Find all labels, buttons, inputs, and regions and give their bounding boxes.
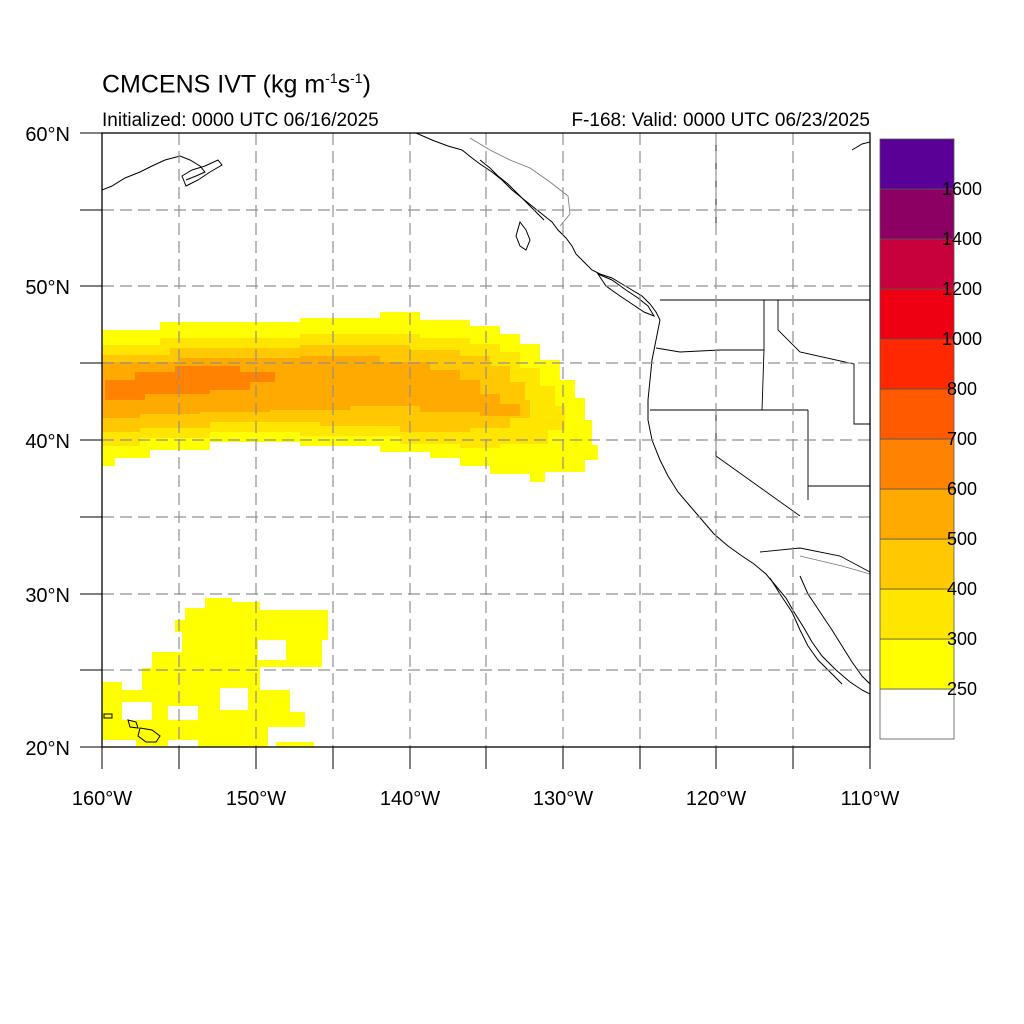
colorbar-label: 500 [947, 529, 977, 549]
chart-title: CMCENS IVT (kg m-1s-1) [102, 70, 371, 99]
border-us-mexico [759, 547, 870, 573]
axis-ticks [80, 132, 871, 769]
colorbar-label: 1600 [942, 179, 982, 199]
gulf-of-california [799, 575, 870, 685]
us-west-coast [647, 319, 870, 695]
ivt-southern-patch [102, 598, 328, 747]
mexico-border-line [799, 555, 870, 575]
maritime-borders [469, 137, 870, 575]
hawaii-big-island [137, 727, 161, 743]
lat-label: 60°N [25, 124, 70, 146]
lon-label: 110°W [841, 788, 900, 810]
lon-label: 160°W [72, 788, 132, 810]
hawaii-kauai [103, 713, 113, 719]
bc-coast [575, 253, 661, 321]
colorbar-label: 700 [947, 429, 977, 449]
initialized-time: Initialized: 0000 UTC 06/16/2025 [102, 110, 379, 131]
valid-time: F-168: Valid: 0000 UTC 06/23/2025 [571, 110, 870, 131]
colorbar-box [879, 288, 955, 340]
state-wa-or [655, 347, 764, 353]
canada-coast-ne [851, 141, 870, 151]
coastlines [102, 133, 870, 743]
colorbar-box [879, 138, 955, 190]
ivt-600-700-band [105, 366, 275, 400]
hawaii-maui [127, 719, 139, 729]
ivt-hole [258, 640, 286, 660]
lat-label: 20°N [25, 738, 70, 760]
colorbar-box [879, 638, 955, 690]
colorbar-box [879, 588, 955, 640]
colorbar-box [879, 538, 955, 590]
colorbar-box [879, 488, 955, 540]
colorbar-label: 250 [947, 679, 977, 699]
colorbar-label: 800 [947, 379, 977, 399]
political-borders [650, 133, 870, 573]
kodiak-coast [181, 159, 223, 187]
lat-label: 50°N [25, 277, 70, 299]
colorbar-label: 600 [947, 479, 977, 499]
graticule [102, 133, 870, 747]
longitude-labels: 160°W 150°W 140°W 130°W 120°W 110°W [72, 788, 900, 810]
lon-label: 120°W [686, 788, 746, 810]
lat-label: 40°N [25, 431, 70, 453]
alaska-gulf-coast [415, 133, 577, 255]
latitude-labels: 60°N 50°N 40°N 30°N 20°N [25, 124, 70, 760]
colorbar-label: 400 [947, 579, 977, 599]
ivt-hole [122, 702, 152, 720]
colorbar-label: 300 [947, 629, 977, 649]
colorbar-label: 1200 [942, 279, 982, 299]
colorbar-label: 1000 [942, 329, 982, 349]
state-mt-wy [777, 300, 870, 425]
alaska-peninsula-coast [102, 155, 206, 191]
colorbar: 250 300 400 500 600 700 800 1000 1200 1400 1600 [879, 138, 982, 740]
colorbar-box [879, 688, 955, 740]
lon-label: 130°W [533, 788, 593, 810]
colorbar-box [879, 438, 955, 490]
ivt-hole [220, 688, 248, 710]
haida-gwaii [515, 220, 531, 251]
lon-label: 140°W [380, 788, 440, 810]
lat-label: 30°N [25, 585, 70, 607]
state-idaho-west [761, 300, 765, 411]
alaska-bc-border [469, 137, 571, 227]
ivt-field [102, 312, 598, 747]
ivt-hole [168, 706, 198, 720]
colorbar-box [879, 338, 955, 390]
colorbar-label: 1400 [942, 229, 982, 249]
vancouver-island [596, 272, 656, 318]
lon-label: 150°W [226, 788, 286, 810]
ivt-southern-fleck [276, 742, 314, 747]
state-ca-nv [715, 410, 801, 517]
colorbar-box [879, 388, 955, 440]
